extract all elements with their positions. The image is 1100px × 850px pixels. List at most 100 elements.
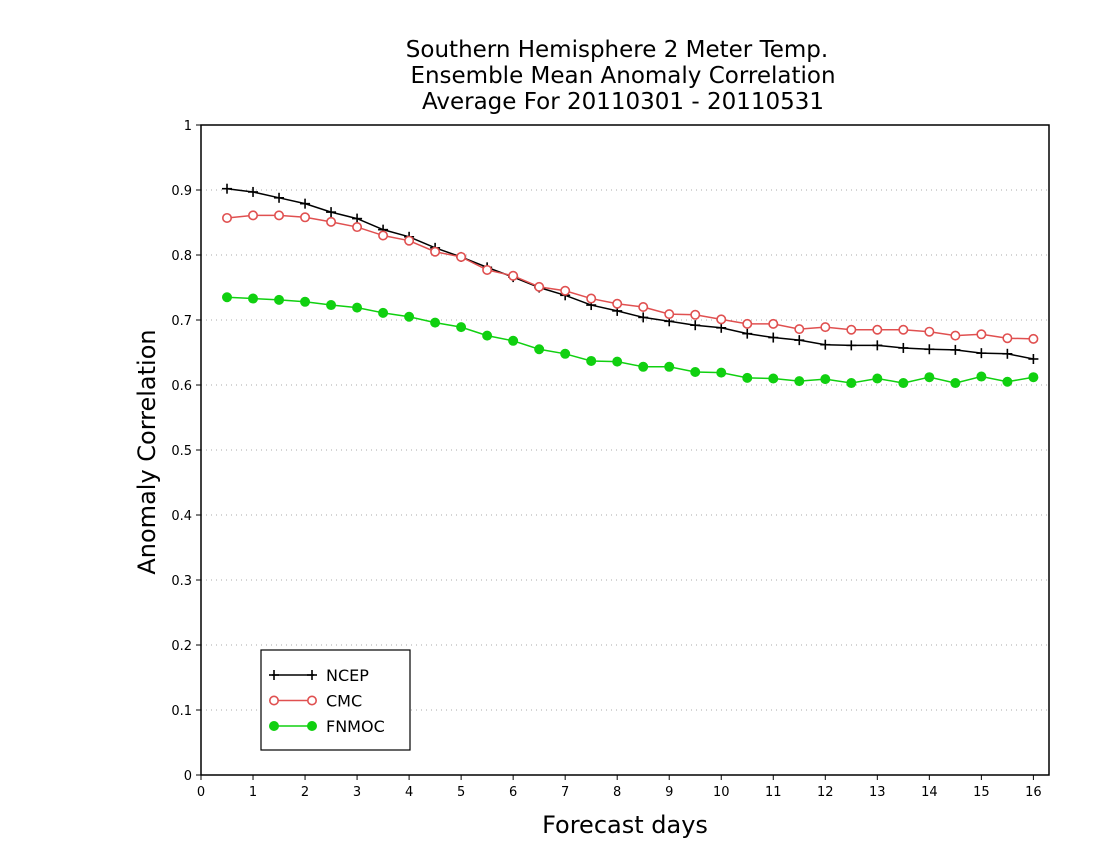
cmc-point bbox=[560, 285, 571, 296]
fnmoc-point bbox=[846, 378, 857, 389]
cmc-point bbox=[976, 329, 987, 340]
cmc-point bbox=[352, 222, 363, 233]
fnmoc-point bbox=[898, 378, 909, 389]
cmc-point bbox=[222, 212, 233, 223]
fnmoc-point bbox=[586, 355, 597, 366]
y-tick-label: 0.9 bbox=[171, 184, 192, 199]
fnmoc-line bbox=[226, 296, 1034, 384]
cmc-point bbox=[924, 326, 935, 337]
cmc-point bbox=[300, 212, 311, 223]
cmc-point bbox=[664, 309, 675, 320]
title-line-1: Southern Hemisphere 2 Meter Temp. bbox=[406, 37, 828, 63]
legend-marker bbox=[307, 670, 317, 680]
cmc-line bbox=[226, 214, 1034, 340]
ncep-point bbox=[248, 186, 259, 197]
fnmoc-point bbox=[560, 348, 571, 359]
fnmoc-point bbox=[248, 293, 259, 304]
ncep-point bbox=[742, 328, 753, 339]
x-tick-label: 14 bbox=[921, 785, 938, 800]
fnmoc-point bbox=[950, 378, 961, 389]
fnmoc-point bbox=[482, 330, 493, 341]
legend-marker bbox=[268, 695, 279, 706]
axis-ticks: 00.10.20.30.40.50.60.70.80.910 1 2 3 4 5 6 7 8 9 1… bbox=[171, 119, 1041, 800]
cmc-point bbox=[820, 322, 831, 333]
cmc-point bbox=[612, 298, 623, 309]
cmc-point bbox=[1028, 333, 1039, 344]
fnmoc-point bbox=[326, 300, 337, 311]
cmc-point bbox=[508, 270, 519, 281]
ncep-point bbox=[1028, 354, 1039, 364]
x-tick-label: 15 bbox=[973, 785, 990, 800]
legend-marker bbox=[306, 695, 317, 706]
x-tick-label: 1 bbox=[249, 785, 257, 800]
ncep-point bbox=[872, 340, 883, 351]
cmc-point bbox=[326, 216, 337, 227]
fnmoc-point bbox=[872, 373, 883, 384]
legend-item-fnmoc: FNMOC bbox=[269, 717, 385, 736]
fnmoc-point bbox=[976, 371, 987, 382]
x-tick-label: 3 bbox=[353, 785, 361, 800]
cmc-point bbox=[638, 301, 649, 312]
cmc-point bbox=[794, 324, 805, 335]
ncep-series bbox=[222, 183, 1039, 364]
ncep-point bbox=[976, 348, 987, 359]
x-tick-label: 9 bbox=[665, 785, 673, 800]
cmc-point bbox=[742, 318, 753, 329]
fnmoc-series bbox=[222, 292, 1039, 389]
legend-item-ncep: NCEP bbox=[269, 666, 369, 685]
cmc-point bbox=[248, 210, 259, 221]
fnmoc-point bbox=[378, 307, 389, 318]
fnmoc-point bbox=[274, 294, 285, 305]
ncep-point bbox=[690, 320, 701, 331]
y-tick-label: 0.4 bbox=[171, 509, 192, 524]
cmc-series bbox=[222, 210, 1039, 344]
legend-label-ncep: NCEP bbox=[326, 666, 369, 685]
x-tick-label: 7 bbox=[561, 785, 569, 800]
fnmoc-point bbox=[794, 376, 805, 387]
y-tick-label: 0.3 bbox=[171, 574, 192, 589]
chart-title: Southern Hemisphere 2 Meter Temp. Ensemb… bbox=[406, 37, 836, 115]
ncep-point bbox=[924, 344, 935, 355]
cmc-point bbox=[534, 281, 545, 292]
fnmoc-point bbox=[430, 317, 441, 328]
fnmoc-point bbox=[508, 335, 519, 346]
cmc-point bbox=[716, 314, 727, 325]
fnmoc-point bbox=[716, 367, 727, 378]
cmc-point bbox=[274, 210, 285, 221]
legend-item-cmc: CMC bbox=[268, 692, 362, 711]
x-axis-title: Forecast days bbox=[542, 811, 708, 839]
cmc-point bbox=[768, 318, 779, 329]
cmc-point bbox=[1002, 333, 1013, 344]
fnmoc-point bbox=[612, 356, 623, 367]
x-tick-label: 6 bbox=[509, 785, 517, 800]
cmc-point bbox=[690, 309, 701, 320]
y-tick-label: 0.6 bbox=[171, 379, 192, 394]
ncep-point bbox=[638, 312, 649, 323]
gridlines bbox=[201, 189, 1049, 711]
ncep-point bbox=[274, 192, 285, 203]
title-line-3: Average For 20110301 - 20110531 bbox=[422, 89, 824, 115]
fnmoc-point bbox=[1028, 372, 1039, 383]
ncep-point bbox=[768, 332, 779, 343]
ncep-point bbox=[352, 213, 363, 224]
fnmoc-point bbox=[1002, 376, 1013, 387]
legend-label-cmc: CMC bbox=[326, 692, 362, 711]
x-tick-label: 8 bbox=[613, 785, 621, 800]
x-tick-label: 0 bbox=[197, 785, 205, 800]
fnmoc-point bbox=[300, 296, 311, 307]
legend: NCEP CMC FNMOC bbox=[260, 649, 411, 751]
x-tick-label: 2 bbox=[301, 785, 309, 800]
cmc-point bbox=[430, 246, 441, 257]
ncep-point bbox=[716, 322, 727, 333]
cmc-point bbox=[950, 330, 961, 341]
legend-marker bbox=[269, 721, 279, 731]
ncep-point bbox=[846, 340, 857, 351]
x-tick-label: 5 bbox=[457, 785, 465, 800]
y-tick-label: 0.7 bbox=[171, 314, 192, 329]
x-tick-label: 11 bbox=[765, 785, 782, 800]
ncep-point bbox=[794, 335, 805, 346]
x-tick-label: 16 bbox=[1025, 785, 1042, 800]
y-tick-label: 0.1 bbox=[171, 704, 192, 719]
ncep-line bbox=[226, 187, 1034, 360]
